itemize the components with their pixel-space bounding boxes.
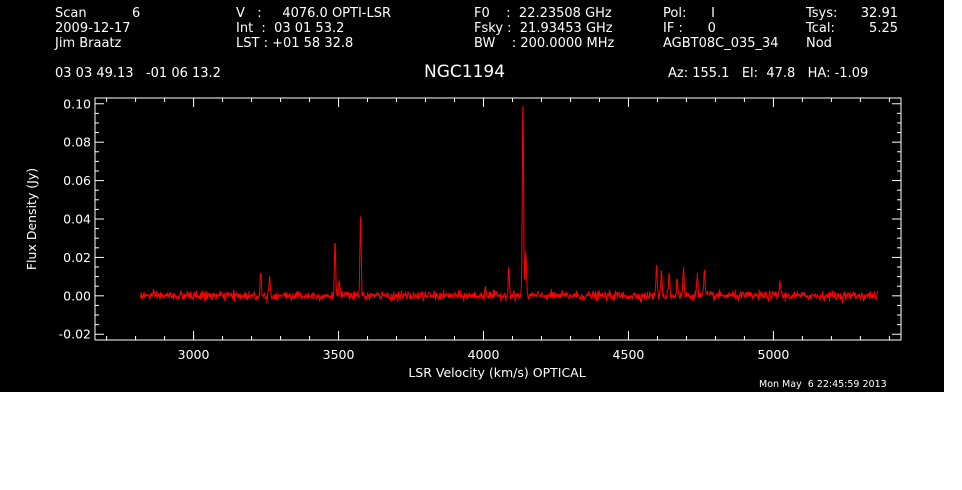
y-tick-label: -0.02	[59, 327, 91, 342]
spectrum-chart: 3000 3500 4000 4500 5000 -0.02 0.00 0.02 0.04 0.0…	[24, 96, 902, 380]
header-velocity: V : 4076.0 OPTI-LSR	[236, 6, 392, 21]
header-coordinates: 03 03 49.13 -01 06 13.2	[55, 66, 221, 81]
x-axis-label: LSR Velocity (km/s) OPTICAL	[408, 365, 585, 380]
y-axis-label: Flux Density (Jy)	[24, 168, 39, 270]
y-tick-label: 0.08	[63, 135, 91, 150]
y-tick-label: 0.04	[63, 212, 91, 227]
x-tick-label: 4500	[613, 347, 645, 362]
plot-timestamp: Mon May 6 22:45:59 2013	[759, 379, 887, 390]
header-tcal-label: Tcal:	[806, 21, 835, 36]
header-scan: Scan 6	[55, 6, 141, 21]
x-tick-label: 5000	[758, 347, 790, 362]
header-bw: BW : 200.0000 MHz	[474, 36, 615, 51]
header-if: IF : 0	[663, 21, 716, 36]
header-pointing: Az: 155.1 El: 47.8 HA: -1.09	[668, 66, 869, 81]
header-integration: Int : 03 01 53.2	[236, 21, 345, 36]
header-f0: F0 : 22.23508 GHz	[474, 6, 612, 21]
x-tick-label: 3000	[178, 347, 210, 362]
header-tcal-value: 5.25	[869, 21, 898, 36]
header-project: AGBT08C_035_34	[663, 36, 779, 51]
y-tick-label: 0.06	[63, 173, 91, 188]
spectrum-trace	[139, 105, 878, 304]
plot-panel: Scan 6 2009-12-17 Jim Braatz V : 4076.0 …	[0, 0, 944, 392]
header-pol: Pol: I	[663, 6, 715, 21]
header-date: 2009-12-17	[55, 21, 131, 36]
plot-frame	[94, 97, 902, 341]
x-tick-label: 3500	[323, 347, 355, 362]
x-tick-label: 4000	[468, 347, 500, 362]
header-fsky: Fsky : 21.93453 GHz	[474, 21, 613, 36]
y-tick-label: 0.02	[63, 250, 91, 265]
header-observer: Jim Braatz	[55, 36, 122, 51]
source-title: NGC1194	[424, 62, 506, 82]
header-lst: LST : +01 58 32.8	[236, 36, 354, 51]
trace-layer	[139, 105, 878, 304]
header-tsys-label: Tsys:	[806, 6, 838, 21]
y-tick-label: 0.10	[63, 96, 91, 111]
header-tsys-value: 32.91	[860, 6, 898, 21]
y-tick-label: 0.00	[63, 288, 91, 303]
ticks-layer: 3000 3500 4000 4500 5000 -0.02 0.00 0.02 0.04 0.0…	[59, 96, 901, 362]
header-procedure: Nod	[806, 36, 832, 51]
